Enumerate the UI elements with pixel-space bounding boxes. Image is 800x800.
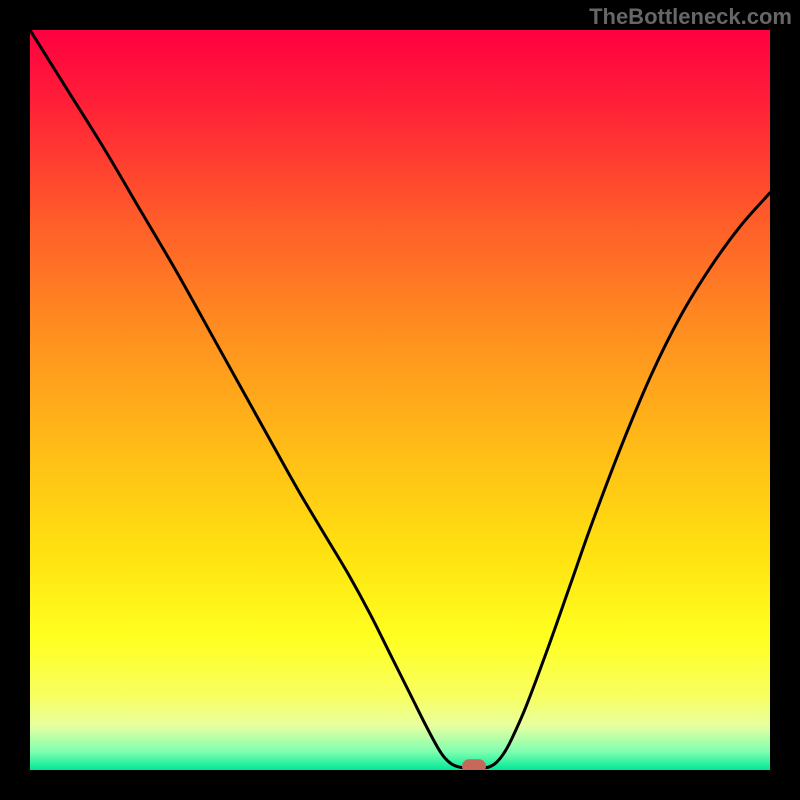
minimum-marker <box>462 759 486 770</box>
watermark-text: TheBottleneck.com <box>589 4 792 30</box>
marker-layer <box>30 30 770 770</box>
chart-plot-area <box>30 30 770 770</box>
